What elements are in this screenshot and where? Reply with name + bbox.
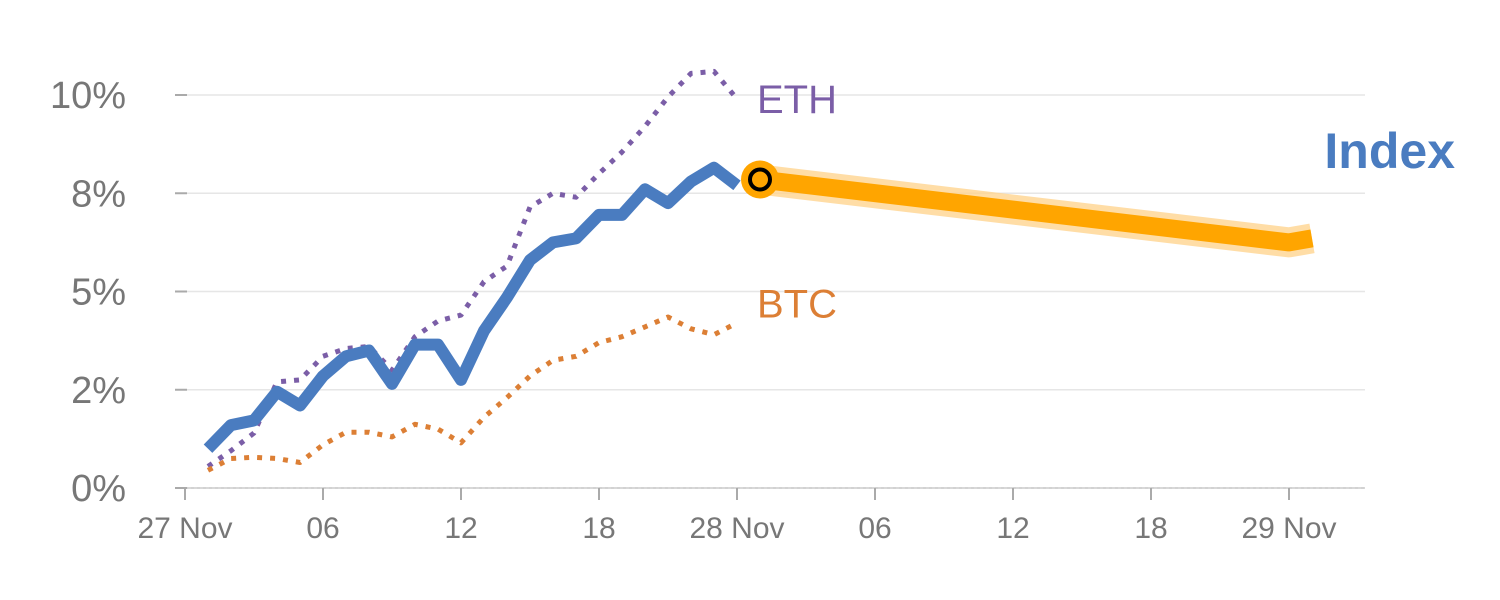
series-lines bbox=[203, 68, 1315, 473]
x-tick-label: 12 bbox=[444, 512, 477, 545]
btc-series-label: BTC bbox=[757, 282, 837, 326]
x-tick-label: 29 Nov bbox=[1241, 512, 1336, 545]
index-series-label: Index bbox=[1324, 123, 1455, 179]
current-value-marker-ring bbox=[748, 167, 772, 192]
current-value-marker bbox=[741, 160, 779, 199]
y-tick-label: 0% bbox=[71, 468, 126, 510]
x-tick-label: 28 Nov bbox=[689, 512, 784, 545]
x-tick-label: 18 bbox=[582, 512, 615, 545]
series-labels: ETH BTC bbox=[757, 78, 837, 326]
x-tick-labels: 27 Nov 06 12 18 28 Nov 06 12 18 29 Nov bbox=[137, 512, 1336, 545]
x-tick-label: 12 bbox=[996, 512, 1029, 545]
x-tick-label: 06 bbox=[858, 512, 891, 545]
x-tick-label: 27 Nov bbox=[137, 512, 232, 545]
index-forecast-line bbox=[758, 170, 1314, 252]
y-tick-label: 2% bbox=[71, 370, 126, 412]
y-axis: 0% 2% 5% 8% 10% bbox=[50, 75, 187, 510]
y-tick-label: 8% bbox=[71, 173, 126, 215]
x-tick-label: 06 bbox=[306, 512, 339, 545]
x-axis bbox=[178, 487, 1365, 500]
btc-line bbox=[206, 314, 739, 473]
index-line bbox=[203, 161, 741, 453]
eth-series-label: ETH bbox=[757, 78, 837, 122]
y-tick-label: 10% bbox=[50, 75, 126, 117]
eth-line bbox=[206, 68, 739, 469]
y-tick-label: 5% bbox=[71, 272, 126, 314]
x-tick-label: 18 bbox=[1134, 512, 1167, 545]
